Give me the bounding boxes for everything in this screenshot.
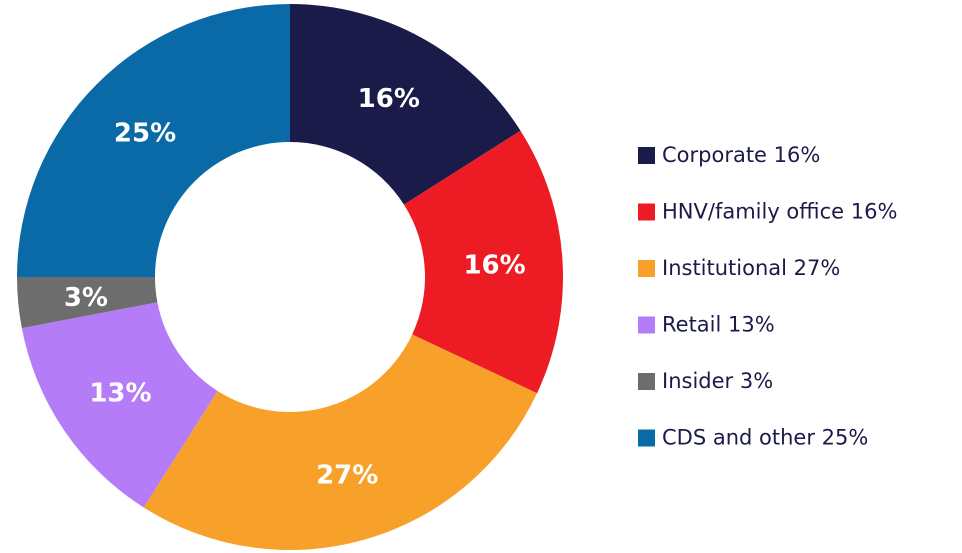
data-label: 3% — [64, 283, 108, 313]
donut-segment — [290, 4, 521, 205]
data-label: 16% — [358, 84, 420, 114]
legend-swatch — [638, 260, 655, 277]
data-label: 16% — [463, 251, 525, 281]
legend-label: Insider 3% — [662, 369, 773, 393]
legend-swatch — [638, 429, 655, 447]
legend-label: Institutional 27% — [662, 256, 840, 280]
donut-segment — [17, 4, 290, 277]
data-label: 13% — [89, 379, 151, 409]
legend-swatch — [638, 147, 655, 164]
legend-label: Retail 13% — [662, 313, 775, 337]
legend-label: HNV/family office 16% — [662, 200, 897, 224]
donut-segment — [17, 277, 158, 329]
legend-swatch — [638, 373, 655, 390]
legend-swatch — [638, 316, 655, 334]
legend-label: Corporate 16% — [662, 143, 820, 167]
donut-segment — [403, 130, 563, 394]
data-label: 27% — [316, 460, 378, 490]
donut-segment — [143, 334, 538, 550]
legend-swatch — [638, 203, 655, 221]
donut-segment — [21, 302, 218, 508]
data-label: 25% — [114, 119, 176, 149]
legend-label: CDS and other 25% — [662, 426, 868, 450]
